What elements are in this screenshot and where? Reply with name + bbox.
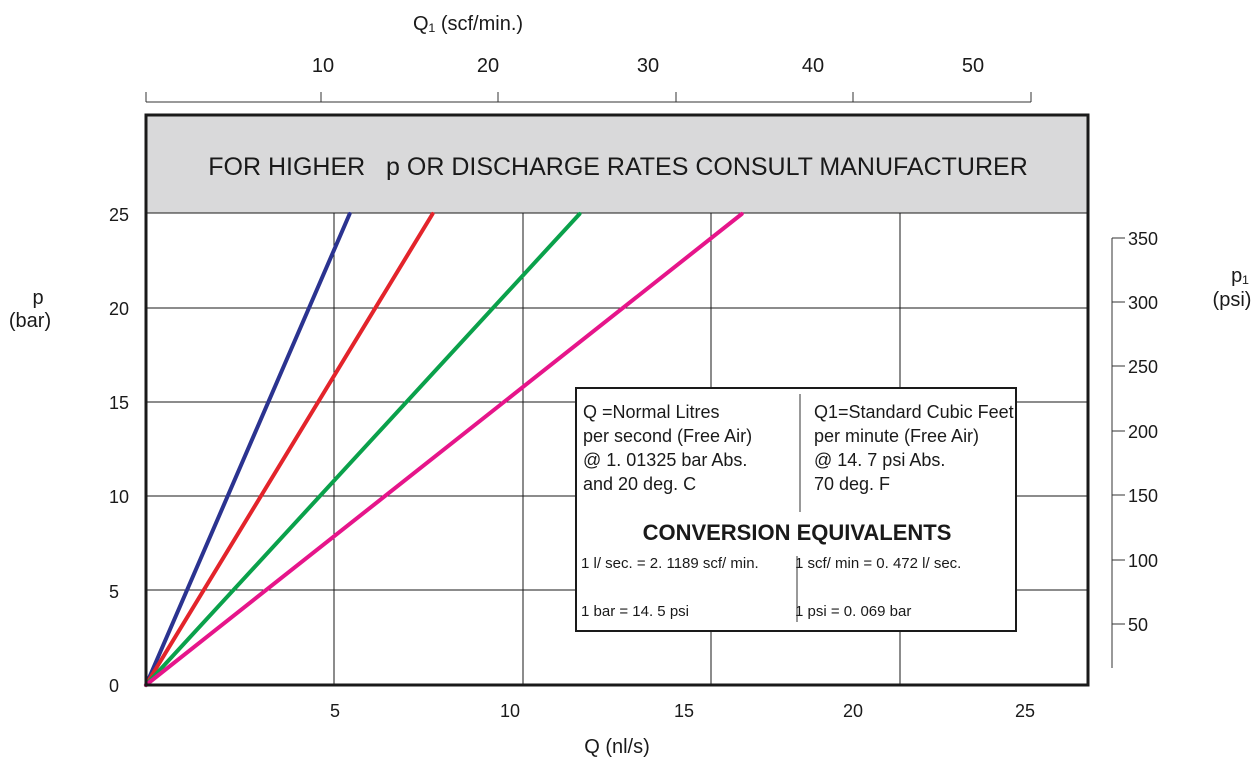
right-axis-label-line2: (psi) [1213,289,1252,311]
top-axis-tick-label: 30 [637,55,659,77]
right-tick-label: 150 [1128,486,1158,506]
conversion-text: 1 l/ sec. = 2. 1189 scf/ min. [581,555,759,572]
info-right-line: 70 deg. F [814,474,890,494]
y-tick-label: 10 [109,487,129,507]
x-tick-label: 5 [330,701,340,721]
top-axis-tick-label: 20 [477,55,499,77]
conversion-text: 1 scf/ min = 0. 472 l/ sec. [795,555,961,572]
conversion-text: 1 psi = 0. 069 bar [795,603,911,620]
series-line-1 [144,212,352,687]
series-line-3 [144,212,582,687]
right-axis: 350 300 250 200 150 100 50 p₁ (psi) [1111,229,1252,668]
info-right-line: Q1=Standard Cubic Feet [814,402,1014,422]
y-axis-label-line1: p [32,287,43,309]
x-tick-label: 20 [843,701,863,721]
conversion-box: Q =Normal Litres per second (Free Air) @… [575,387,1017,632]
info-right-line: @ 14. 7 psi Abs. [814,450,945,470]
x-tick-label: 10 [500,701,520,721]
right-tick-label: 350 [1128,229,1158,249]
conversion-heading: CONVERSION EQUIVALENTS [643,520,952,545]
y-axis-label-line2: (bar) [9,310,51,332]
x-tick-label: 25 [1015,701,1035,721]
x-axis: 5 10 15 20 25 Q (nl/s) [330,701,1035,758]
info-left-line: and 20 deg. C [583,474,696,494]
right-tick-label: 50 [1128,615,1148,635]
info-right-line: per minute (Free Air) [814,426,979,446]
x-tick-label: 15 [674,701,694,721]
y-tick-label: 25 [109,205,129,225]
series-line-4 [144,212,744,687]
x-axis-label: Q (nl/s) [584,736,650,758]
y-axis: p (bar) 0 5 10 15 20 25 [9,205,129,696]
right-tick-label: 100 [1128,551,1158,571]
series-line-2 [144,212,435,687]
top-axis-tick-label: 10 [312,55,334,77]
y-tick-label: 0 [109,676,119,696]
conversion-box-frame [575,387,1017,632]
info-left-line: Q =Normal Litres [583,402,720,422]
y-tick-label: 20 [109,299,129,319]
y-tick-label: 5 [109,582,119,602]
top-axis-label: Q₁ (scf/min.) [413,13,523,35]
right-tick-label: 200 [1128,422,1158,442]
top-axis-tick-label: 50 [962,55,984,77]
conversion-text: 1 bar = 14. 5 psi [581,603,689,620]
top-axis: Q₁ (scf/min.) 10 20 30 40 50 [145,13,1032,103]
plot-frame [144,113,1090,687]
banner-text: FOR HIGHER p OR DISCHARGE RATES CONSULT … [208,153,1028,181]
info-left-line: per second (Free Air) [583,426,752,446]
series-layer [144,212,744,687]
y-tick-label: 15 [109,393,129,413]
right-tick-label: 250 [1128,357,1158,377]
top-axis-tick-label: 40 [802,55,824,77]
info-left-line: @ 1. 01325 bar Abs. [583,450,747,470]
banner-band [146,115,1088,213]
right-axis-label-line1: p₁ [1231,265,1249,287]
right-tick-label: 300 [1128,293,1158,313]
